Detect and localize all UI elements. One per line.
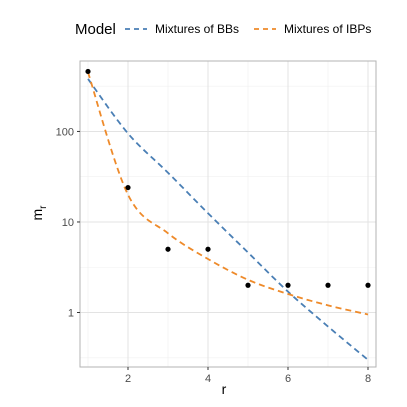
series-line-bbs (87, 78, 369, 361)
data-point (365, 282, 371, 288)
plot-panel-border (79, 60, 377, 368)
y-axis-ticks: 1 10 100 (56, 126, 80, 319)
y-axis-title: mr (29, 205, 49, 221)
x-axis-title: r (222, 381, 227, 397)
y-tick-label: 10 (62, 217, 74, 229)
y-tick-label: 1 (68, 307, 74, 319)
data-point (165, 246, 171, 252)
x-tick-label: 6 (285, 373, 291, 385)
legend-title: Model (75, 21, 116, 38)
x-axis-ticks: 2 4 6 8 (125, 367, 371, 385)
data-points (85, 68, 371, 288)
y-axis-title-main: m (29, 209, 45, 221)
data-point (325, 282, 331, 288)
legend-label-bbs: Mixtures of BBs (155, 22, 239, 36)
x-tick-label: 4 (205, 373, 211, 385)
data-point (245, 282, 251, 288)
grid (80, 61, 376, 367)
x-tick-label: 2 (125, 373, 131, 385)
y-tick-label: 100 (56, 126, 74, 138)
data-point (205, 246, 211, 252)
series-lines (87, 72, 369, 361)
x-tick-label: 8 (365, 373, 371, 385)
legend: Model Mixtures of BBs Mixtures of IBPs (75, 21, 371, 38)
y-axis-title-subscript: r (38, 205, 49, 209)
series-line-ibps (87, 72, 369, 316)
data-point (85, 68, 91, 75)
data-point (285, 282, 291, 288)
legend-label-ibps: Mixtures of IBPs (284, 22, 371, 36)
data-point (125, 184, 131, 191)
